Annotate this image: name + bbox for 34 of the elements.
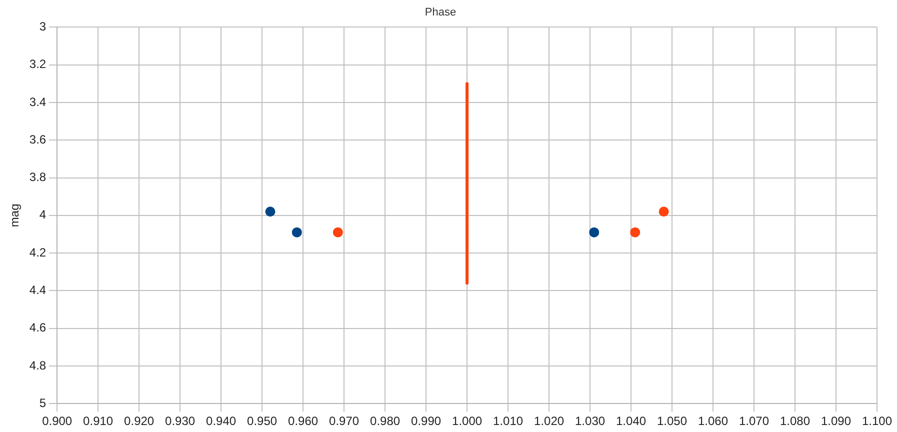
y-tick-label: 5 [39, 396, 46, 410]
y-axis-title: mag [8, 204, 22, 228]
y-tick-label: 3 [39, 20, 46, 34]
y-tick-label: 4.6 [29, 320, 46, 335]
y-tick-label: 3.8 [29, 170, 46, 184]
x-tick-label: 1.000 [452, 414, 482, 428]
x-tick-label: 1.030 [575, 414, 606, 428]
x-tick-label: 0.970 [329, 414, 360, 428]
x-tick-label: 1.080 [780, 414, 810, 428]
x-tick-label: 0.930 [165, 414, 196, 428]
x-tick-label: 1.010 [493, 414, 524, 428]
x-tick-label: 0.950 [247, 414, 278, 428]
y-tick-label: 4 [39, 208, 46, 222]
x-tick-label: 1.070 [738, 414, 770, 428]
x-tick-label: 1.020 [534, 414, 564, 428]
x-tick-label: 0.940 [206, 414, 236, 428]
chart-title: Phase [424, 6, 456, 19]
y-tick-label: 3.6 [29, 132, 46, 146]
x-tick-label: 0.920 [124, 414, 154, 428]
x-tick-label: 0.910 [83, 414, 114, 428]
x-tick-label: 1.090 [820, 414, 852, 428]
y-tick-label: 4.2 [29, 245, 46, 260]
x-tick-label: 1.040 [616, 414, 646, 428]
y-tick-label: 3.4 [29, 94, 46, 109]
x-tick-label: 1.060 [698, 414, 728, 428]
x-tick-label: 1.050 [657, 414, 688, 428]
x-tick-label: 0.990 [411, 414, 442, 428]
y-tick-label: 4.4 [29, 282, 46, 297]
x-tick-label: 1.100 [862, 414, 892, 428]
x-tick-label: 0.900 [42, 414, 72, 428]
x-tick-label: 0.980 [370, 414, 400, 428]
y-tick-label: 3.2 [29, 57, 46, 72]
x-tick-label: 0.960 [288, 414, 318, 428]
y-tick-label: 4.8 [29, 358, 46, 372]
